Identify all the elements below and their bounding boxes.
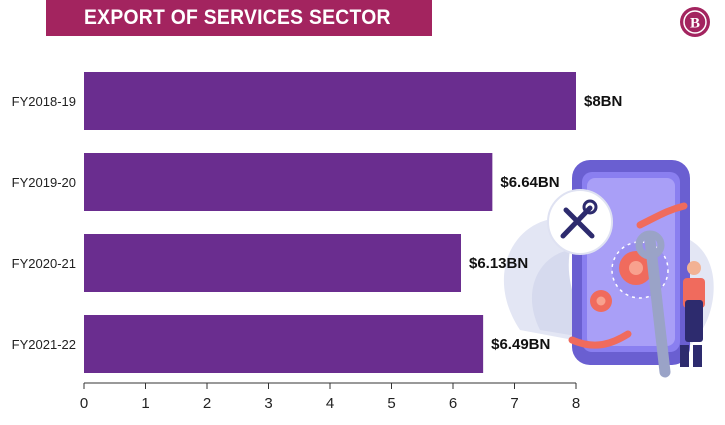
bar-fy2018-19 xyxy=(84,72,576,130)
data-label: $6.13BN xyxy=(469,255,528,272)
brand-logo-icon: B xyxy=(680,7,710,37)
x-tick-label: 6 xyxy=(449,395,457,412)
data-label: $6.49BN xyxy=(491,336,550,353)
mobile-repair-illustration-icon xyxy=(503,160,714,378)
category-label: FY2018-19 xyxy=(12,94,76,109)
data-label: $6.64BN xyxy=(500,174,559,191)
x-tick-label: 7 xyxy=(510,395,518,412)
data-label: $8BN xyxy=(584,93,622,110)
chart-title: EXPORT OF SERVICES SECTOR xyxy=(84,6,391,29)
x-tick-label: 4 xyxy=(326,395,334,412)
title-banner: EXPORT OF SERVICES SECTOR xyxy=(46,0,432,36)
x-tick-label: 0 xyxy=(80,395,88,412)
x-tick-label: 1 xyxy=(141,395,149,412)
x-tick-label: 5 xyxy=(387,395,395,412)
category-label: FY2019-20 xyxy=(12,175,76,190)
category-label: FY2020-21 xyxy=(12,256,76,271)
bar-fy2020-21 xyxy=(84,234,461,292)
svg-text:B: B xyxy=(690,16,700,32)
x-tick-label: 2 xyxy=(203,395,211,412)
x-tick-label: 8 xyxy=(572,395,580,412)
bar-fy2021-22 xyxy=(84,315,484,373)
category-label: FY2021-22 xyxy=(12,337,76,352)
x-tick-label: 3 xyxy=(264,395,272,412)
bar-fy2019-20 xyxy=(84,153,493,211)
